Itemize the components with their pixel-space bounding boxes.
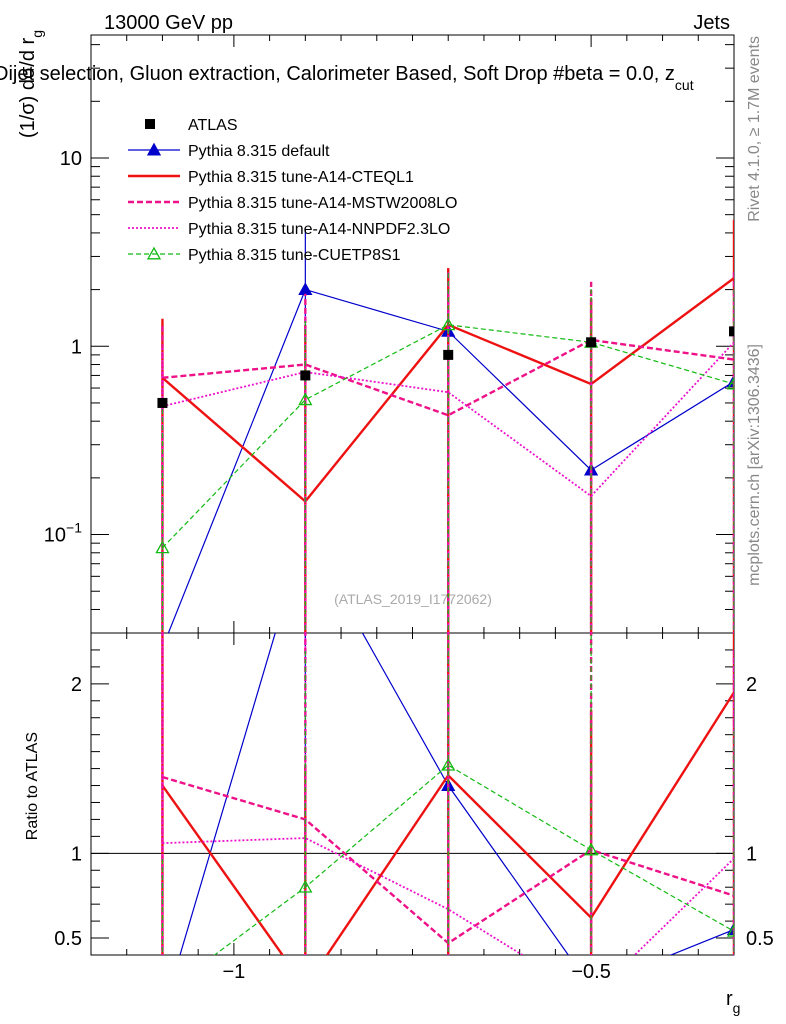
ratio-axis-title: Ratio to ATLAS (24, 732, 41, 840)
ratio-marker (156, 988, 168, 999)
plot-title-subscript: cut (675, 77, 694, 93)
series-marker (441, 317, 456, 331)
process-label: Jets (693, 12, 730, 34)
ratio-marker (726, 923, 734, 937)
main-series-group (155, 219, 734, 633)
y-axis-title: (1/σ) dσ/d rg (17, 30, 45, 138)
ratio-tick-label: 0.5 (54, 928, 82, 950)
mcplots-reference-label: mcplots.cern.ch [arXiv:1306.3436] (746, 344, 763, 586)
legend-marker-atlas (145, 119, 155, 129)
legend-label: Pythia 8.315 tune-A14-MSTW2008LO (188, 195, 457, 212)
ratio-line (213, 764, 734, 955)
x-axis-title-subscript: g (733, 1000, 741, 1016)
legend-label: Pythia 8.315 tune-A14-CTEQL1 (188, 169, 414, 186)
ratio-plot-frame (90, 632, 735, 956)
ratio-line (162, 775, 734, 945)
x-tick-label: −1 (222, 961, 245, 983)
series-marker (726, 376, 734, 390)
ratio-marker (298, 879, 313, 893)
y-axis-title-text: (1/σ) dσ/d r (17, 37, 39, 138)
y-tick-label-base: 10 (44, 525, 66, 547)
atlas-data-point (300, 370, 311, 381)
ratio-marker (726, 922, 734, 936)
y-axis-title-subscript: g (29, 30, 45, 38)
atlas-data-point (157, 397, 168, 408)
ratio-marker (441, 757, 456, 771)
series-marker (298, 392, 313, 406)
y-tick-label: 1 (71, 336, 82, 358)
atlas-data-point (586, 337, 597, 348)
x-tick-label: −0.5 (571, 961, 610, 983)
ratio-line (179, 633, 734, 955)
ratio-tick-label-right: 0.5 (746, 928, 774, 950)
series-marker (155, 540, 170, 554)
x-axis-title: rg (726, 988, 740, 1016)
y-tick-label-exponent: −1 (66, 520, 82, 536)
ratio-marker (156, 1008, 168, 1019)
ratio-series-group (91, 633, 734, 1019)
atlas-data-point (443, 349, 454, 360)
analysis-watermark: (ATLAS_2019_I1772062) (334, 591, 492, 607)
legend-marker (146, 142, 162, 156)
ratio-tick-label-right: 2 (746, 674, 757, 696)
plot-title: Dijet selection, Gluon extraction, Calor… (0, 63, 694, 93)
ratio-marker (584, 842, 599, 856)
legend-label-atlas: ATLAS (188, 117, 238, 134)
series-line (161, 276, 734, 504)
y-tick-label-base: 10 (60, 148, 82, 170)
ratio-tick-label: 2 (71, 674, 82, 696)
ratio-line (161, 690, 734, 955)
series-marker (298, 282, 313, 296)
legend-marker (146, 246, 162, 260)
energy-label: 13000 GeV pp (104, 12, 233, 34)
series-line (162, 324, 734, 549)
rivet-version-label: Rivet 4.1.0, ≥ 1.7M events (746, 36, 763, 222)
legend: ATLAS Pythia 8.315 default Pythia 8.315 tu… (128, 117, 457, 264)
y-tick-label-base: 1 (71, 336, 82, 358)
series-line (167, 288, 734, 633)
y-tick-label: 10−1 (44, 520, 82, 547)
ratio-tick-label-right: 1 (746, 843, 757, 865)
atlas-data-point (729, 326, 734, 337)
legend-label: Pythia 8.315 tune-A14-NNPDF2.3LO (188, 221, 450, 238)
series-line (162, 338, 734, 417)
y-tick-label: 10 (60, 148, 82, 170)
legend-label: Pythia 8.315 tune-CUETP8S1 (188, 247, 401, 264)
ratio-tick-label: 1 (71, 843, 82, 865)
x-axis-title-text: r (726, 988, 733, 1010)
plot-title-text: Dijet selection, Gluon extraction, Calor… (0, 63, 675, 85)
legend-label: Pythia 8.315 default (188, 143, 330, 160)
